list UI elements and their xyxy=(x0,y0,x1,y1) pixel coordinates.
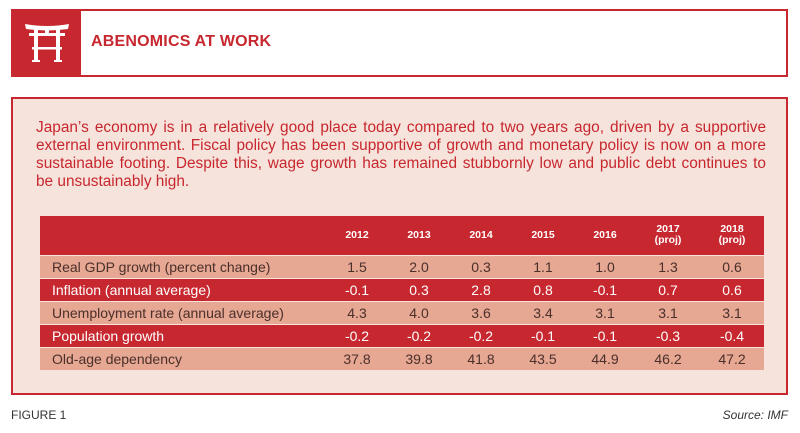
table-cell: 3.1 xyxy=(574,300,636,324)
figure-title: ABENOMICS AT WORK xyxy=(91,33,272,50)
table-cell: 0.8 xyxy=(512,277,574,301)
row-label: Real GDP growth (percent change) xyxy=(40,254,326,278)
content-panel: Japan’s economy is in a relatively good … xyxy=(11,97,788,395)
table-cell: 4.3 xyxy=(326,300,388,324)
table-cell: 1.0 xyxy=(574,254,636,278)
table-row: Population growth -0.2 -0.2 -0.2 -0.1 -0… xyxy=(40,323,764,347)
table-cell: 43.5 xyxy=(512,346,574,370)
row-label: Population growth xyxy=(40,323,326,347)
column-header: 2014 xyxy=(469,228,493,241)
table-row: Old-age dependency 37.8 39.8 41.8 43.5 4… xyxy=(40,346,764,370)
column-header: 2016 xyxy=(593,228,617,241)
table-cell: 3.1 xyxy=(636,300,700,324)
column-header: 2015 xyxy=(531,228,555,241)
table-cell: 0.3 xyxy=(450,254,512,278)
table-cell: 1.1 xyxy=(512,254,574,278)
table-cell: -0.2 xyxy=(450,323,512,347)
table-cell: 4.0 xyxy=(388,300,450,324)
table-header-label-cell xyxy=(40,216,326,255)
table-cell: 44.9 xyxy=(574,346,636,370)
table-cell: 47.2 xyxy=(700,346,764,370)
table-cell: -0.1 xyxy=(512,323,574,347)
table-cell: -0.2 xyxy=(388,323,450,347)
table-cell: 0.6 xyxy=(700,277,764,301)
table-cell: -0.1 xyxy=(574,323,636,347)
table-cell: 39.8 xyxy=(388,346,450,370)
table-row: Inflation (annual average) -0.1 0.3 2.8 … xyxy=(40,277,764,301)
column-header: 2012 xyxy=(345,228,369,241)
row-label: Inflation (annual average) xyxy=(40,277,326,301)
column-header: 2018 (proj) xyxy=(718,223,746,247)
figure-header: ABENOMICS AT WORK xyxy=(11,9,788,77)
row-label: Old-age dependency xyxy=(40,346,326,370)
figure-label: FIGURE 1 xyxy=(11,408,67,422)
table-cell: 41.8 xyxy=(450,346,512,370)
table-row: Unemployment rate (annual average) 4.3 4… xyxy=(40,300,764,324)
table-cell: 37.8 xyxy=(326,346,388,370)
source-note: Source: IMF xyxy=(722,408,788,422)
table-header-row: 2012 2013 2014 2015 2016 2017 (proj) 2018… xyxy=(40,216,764,255)
table-cell: 2.0 xyxy=(388,254,450,278)
table-cell: -0.1 xyxy=(326,277,388,301)
table-cell: 3.6 xyxy=(450,300,512,324)
table-cell: -0.2 xyxy=(326,323,388,347)
table-cell: 0.6 xyxy=(700,254,764,278)
row-label: Unemployment rate (annual average) xyxy=(40,300,326,324)
table-cell: 0.3 xyxy=(388,277,450,301)
intro-paragraph: Japan’s economy is in a relatively good … xyxy=(36,119,766,190)
torii-gate-icon xyxy=(13,11,81,75)
table-cell: 1.3 xyxy=(636,254,700,278)
column-header: 2013 xyxy=(407,228,431,241)
table-cell: 3.1 xyxy=(700,300,764,324)
table-row: Real GDP growth (percent change) 1.5 2.0… xyxy=(40,254,764,278)
economic-indicators-table: 2012 2013 2014 2015 2016 2017 (proj) 2018… xyxy=(40,216,764,370)
table-cell: 3.4 xyxy=(512,300,574,324)
column-header: 2017 (proj) xyxy=(654,223,682,247)
table-cell: 2.8 xyxy=(450,277,512,301)
table-cell: -0.4 xyxy=(700,323,764,347)
table-cell: 46.2 xyxy=(636,346,700,370)
table-cell: 0.7 xyxy=(636,277,700,301)
table-cell: 1.5 xyxy=(326,254,388,278)
table-cell: -0.3 xyxy=(636,323,700,347)
table-cell: -0.1 xyxy=(574,277,636,301)
